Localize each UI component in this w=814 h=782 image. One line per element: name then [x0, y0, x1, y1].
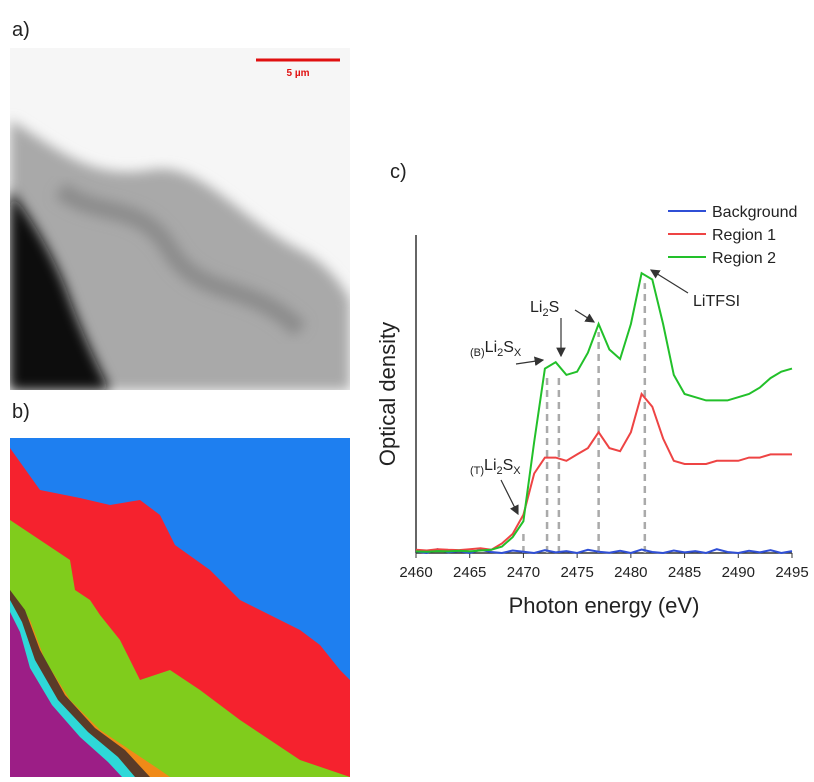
- y-axis-label: Optical density: [375, 322, 400, 466]
- cluster-map: [10, 438, 350, 777]
- annotation: (T)Li2SX: [470, 457, 521, 477]
- annotation-part: S: [503, 339, 514, 356]
- micrograph: [10, 48, 350, 390]
- annotation-arrow: [500, 479, 519, 516]
- annotation-part: Li: [484, 457, 496, 474]
- series-line: [415, 271, 793, 553]
- x-tick-label: 2485: [668, 564, 701, 581]
- annotation-part: S: [503, 457, 514, 474]
- x-tick-label: 2465: [453, 564, 486, 581]
- panel-label: b): [12, 401, 30, 423]
- annotation-part: Li: [485, 339, 497, 356]
- annotation-part: S: [549, 299, 560, 316]
- series-line: [415, 391, 792, 552]
- legend-label: Region 2: [712, 250, 776, 267]
- annotation-arrow: [649, 269, 689, 294]
- x-tick-label: 2495: [775, 564, 808, 581]
- annotation-part: (B): [470, 347, 485, 359]
- x-tick-label: 2475: [560, 564, 593, 581]
- annotation-part: 2: [497, 465, 503, 477]
- x-tick-label: 2490: [722, 564, 755, 581]
- annotation-part: 2: [497, 347, 503, 359]
- annotation-part: Li: [530, 299, 542, 316]
- panel-label: c): [390, 161, 407, 183]
- legend-label: Background: [712, 204, 797, 221]
- x-tick-label: 2470: [507, 564, 540, 581]
- annotation-part: X: [513, 465, 521, 477]
- annotation-arrow: [515, 356, 545, 366]
- annotation: LiTFSI: [693, 293, 740, 310]
- x-axis-label: Photon energy (eV): [509, 593, 700, 618]
- x-tick-label: 2480: [614, 564, 647, 581]
- legend-label: Region 1: [712, 227, 776, 244]
- scale-bar-label: 5 µm: [287, 68, 310, 79]
- x-tick-label: 2460: [399, 564, 432, 581]
- annotation-arrow: [574, 309, 596, 323]
- annotation-part: X: [514, 347, 522, 359]
- annotation: (B)Li2SX: [470, 339, 522, 359]
- annotation-part: 2: [542, 307, 548, 319]
- annotation-part: LiTFSI: [693, 293, 740, 310]
- panel-label: a): [12, 19, 30, 41]
- annotation-part: (T): [470, 465, 484, 477]
- annotation: Li2S: [530, 299, 559, 319]
